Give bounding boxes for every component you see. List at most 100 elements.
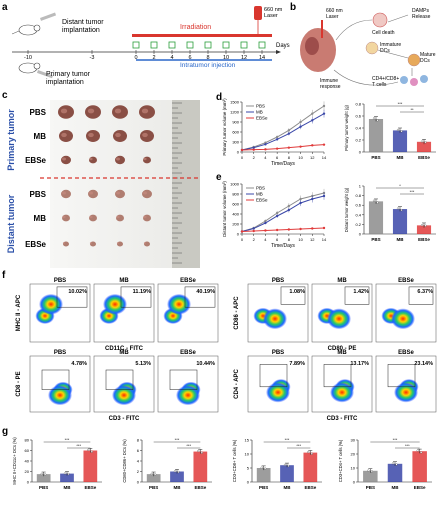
significance-label: ***: [398, 101, 403, 106]
y-tick-label: 600: [232, 130, 239, 135]
bar: [416, 141, 432, 152]
legend-label: PBS: [256, 104, 265, 109]
flow-group-label: MB: [337, 350, 347, 356]
y-tick-label: 0: [359, 232, 362, 237]
immature-dc-icon: [365, 41, 379, 55]
y-axis-label: MHC II+CD11c+ DCs (%): [12, 437, 17, 485]
flow-group-label: EBSe: [398, 350, 414, 356]
y-tick-label: 400: [232, 212, 239, 217]
timeline-tick-label: 14: [259, 55, 265, 61]
category-label: EBSe: [418, 237, 430, 242]
category-label: MB: [397, 237, 405, 242]
flow-group-label: MB: [119, 350, 129, 356]
category-label: PBS: [149, 485, 158, 490]
tumor-sample: [142, 189, 152, 199]
timeline-tick-label: -3: [90, 55, 95, 61]
legend-label: EBSe: [256, 198, 268, 203]
x-tick-label: 0: [241, 155, 244, 160]
y-tick-label: 0.4: [355, 126, 361, 131]
photo-row-label: PBS: [30, 190, 47, 199]
timeline-ticks: -10 -3 0 2 4 6 8 10 12 14: [24, 50, 265, 61]
x-tick-label: 0: [241, 237, 244, 242]
bar: [303, 452, 318, 482]
y-axis-label: Primary tumor weight (g): [344, 104, 349, 150]
flow-percent: 11.19%: [133, 289, 151, 295]
immune-label: Immune response: [320, 78, 341, 90]
laser-icon: [254, 6, 262, 34]
flow-group-label: EBSe: [398, 278, 414, 284]
flow-x-label: CD80 - PE: [328, 346, 357, 352]
y-axis-label: CD3+CD4+ T cells (%): [338, 439, 343, 482]
flow-density: [176, 385, 200, 406]
x-tick-label: 10: [298, 155, 303, 160]
data-point: [252, 148, 255, 151]
y-tick-label: 4: [137, 459, 140, 464]
bar: [170, 471, 184, 482]
timeline-tick-label: -10: [24, 55, 32, 61]
x-axis-label: Time/Days: [271, 161, 295, 167]
data-point: [275, 138, 279, 141]
flow-density: [167, 293, 191, 315]
category-label: PBS: [39, 485, 48, 490]
tumor-sample: [88, 189, 98, 199]
mouse-primary-icon: [18, 62, 54, 79]
treatment-box: [186, 41, 194, 49]
data-point: [311, 227, 314, 230]
y-tick-label: 0: [359, 150, 362, 155]
data-point: [264, 229, 267, 232]
y-tick-label: 0: [353, 480, 356, 485]
x-tick-label: 6: [276, 237, 279, 242]
flow-y-label: CD86 - APC: [234, 296, 240, 330]
significance-label: **: [410, 107, 414, 112]
bar: [363, 470, 378, 482]
data-point: [287, 204, 291, 208]
gate-box: [56, 286, 88, 308]
mature-label: Mature DCs: [420, 52, 436, 64]
flow-y-label: CD4 - APC: [234, 368, 240, 398]
bar: [412, 451, 427, 482]
gate-box: [259, 364, 288, 388]
flow-density: [103, 293, 127, 315]
data-point: [252, 227, 255, 230]
treatment-box: [132, 41, 140, 49]
x-tick-label: 2: [253, 155, 256, 160]
data-point: [322, 112, 326, 115]
data-point: [275, 228, 279, 232]
gate-box: [408, 286, 434, 305]
significance-label: ***: [175, 437, 180, 442]
y-tick-label: 40: [25, 459, 30, 464]
data-point: [275, 211, 279, 215]
treatment-box: [204, 41, 212, 49]
flow-group-label: PBS: [272, 350, 284, 356]
flow-percent: 6.37%: [417, 289, 433, 295]
series-line: [241, 144, 325, 151]
flow-x-label: CD3 - FITC: [327, 416, 358, 422]
flow-density: [39, 293, 63, 315]
flow-percent: 1.42%: [353, 289, 369, 295]
category-label: EBSe: [304, 485, 316, 490]
injection-label: Intratumor injection: [180, 62, 236, 69]
y-tick-label: 5: [247, 466, 250, 471]
x-tick-label: 10: [298, 237, 303, 242]
data-point: [311, 197, 314, 201]
flow-density: [48, 385, 72, 406]
data-point: [287, 132, 291, 135]
flow-density: [327, 308, 351, 330]
data-point: [287, 208, 291, 212]
flow-density: [266, 382, 290, 403]
flow-percent: 5.13%: [135, 361, 151, 367]
category-label: MB: [174, 485, 182, 490]
data-point: [264, 219, 267, 223]
y-tick-label: 0: [27, 480, 30, 485]
x-tick-label: 14: [322, 237, 327, 242]
panel-label-c: c: [2, 90, 8, 101]
x-tick-label: 14: [322, 155, 327, 160]
data-point: [287, 129, 291, 132]
y-tick-label: 1500: [230, 100, 240, 105]
significance-label: ***: [186, 443, 191, 448]
y-tick-label: 20: [351, 452, 356, 457]
y-tick-label: 6: [137, 448, 140, 453]
irradiation-bar: [132, 34, 272, 37]
